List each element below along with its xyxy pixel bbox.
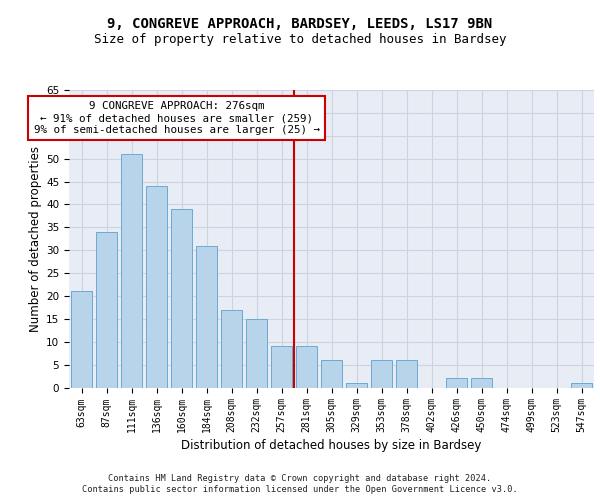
Bar — [121, 154, 142, 388]
Text: Contains HM Land Registry data © Crown copyright and database right 2024.
Contai: Contains HM Land Registry data © Crown c… — [82, 474, 518, 494]
Bar — [221, 310, 242, 388]
Bar — [246, 319, 267, 388]
Bar — [471, 378, 492, 388]
Bar — [571, 383, 592, 388]
Bar — [296, 346, 317, 388]
Text: 9, CONGREVE APPROACH, BARDSEY, LEEDS, LS17 9BN: 9, CONGREVE APPROACH, BARDSEY, LEEDS, LS… — [107, 18, 493, 32]
Bar — [321, 360, 342, 388]
Bar — [146, 186, 167, 388]
X-axis label: Distribution of detached houses by size in Bardsey: Distribution of detached houses by size … — [181, 440, 482, 452]
Text: 9 CONGREVE APPROACH: 276sqm
← 91% of detached houses are smaller (259)
9% of sem: 9 CONGREVE APPROACH: 276sqm ← 91% of det… — [34, 102, 320, 134]
Bar — [271, 346, 292, 388]
Bar — [196, 246, 217, 388]
Bar — [171, 209, 192, 388]
Text: Size of property relative to detached houses in Bardsey: Size of property relative to detached ho… — [94, 32, 506, 46]
Bar — [96, 232, 117, 388]
Y-axis label: Number of detached properties: Number of detached properties — [29, 146, 42, 332]
Bar — [371, 360, 392, 388]
Bar — [71, 292, 92, 388]
Bar — [446, 378, 467, 388]
Bar — [346, 383, 367, 388]
Bar — [396, 360, 417, 388]
